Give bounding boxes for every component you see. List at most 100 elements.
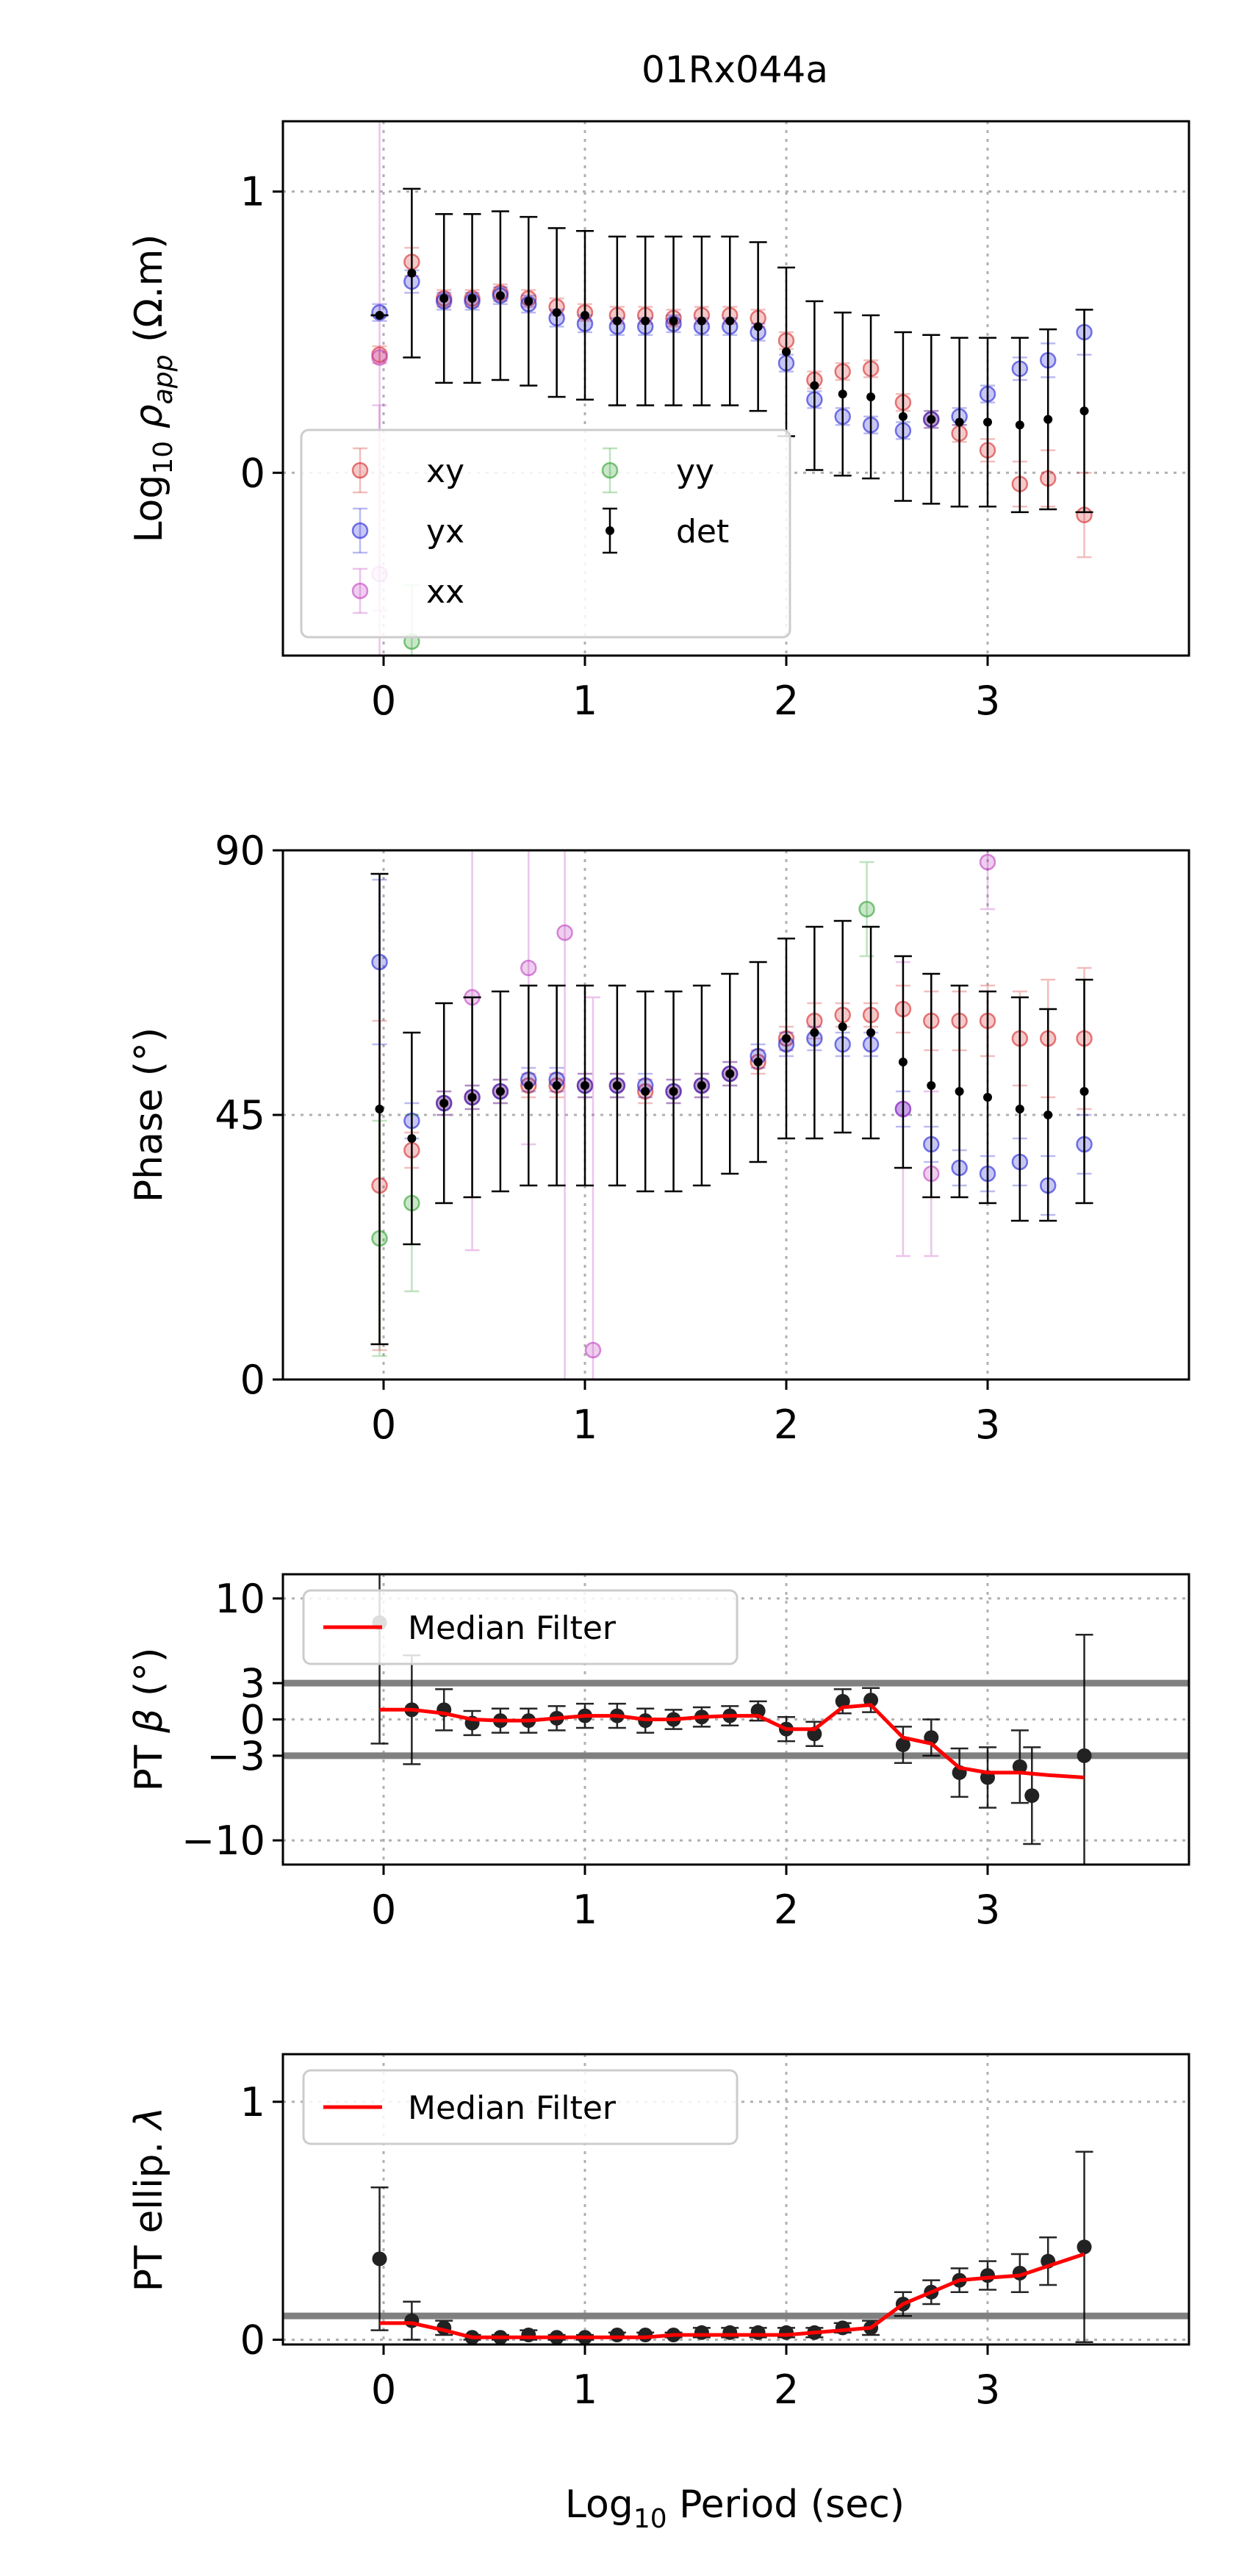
x-tick-label: 2 (774, 1887, 799, 1933)
legend-label-yy: yy (676, 453, 714, 490)
point-pt (779, 2325, 794, 2340)
point-det (439, 294, 449, 304)
point-xx (979, 853, 996, 871)
x-tick-label: 3 (975, 1402, 1000, 1448)
point-det (1043, 415, 1053, 424)
x-axis-label: Log10 Period (sec) (565, 2483, 905, 2534)
series-xx-errorbar (557, 850, 572, 1380)
point-xx (584, 1341, 602, 1359)
point-det (641, 316, 650, 326)
point-xx (371, 349, 388, 366)
legend-label-xy: xy (426, 453, 464, 490)
point-det (810, 381, 819, 390)
point-det (983, 1093, 992, 1102)
legend-box (302, 2069, 739, 2145)
legend-label-yx: yx (426, 513, 464, 550)
x-tick-label: 2 (774, 678, 799, 724)
series-xx-errorbar (585, 996, 600, 1380)
axes-frame (281, 2053, 1190, 2346)
point-det (955, 417, 964, 427)
x-tick-label: 1 (572, 1402, 597, 1448)
point-pt (1077, 2239, 1092, 2255)
point-det (612, 1081, 622, 1090)
x-tick-label: 0 (371, 678, 396, 724)
legend-beta: Median Filter (302, 1589, 739, 1665)
plot-area-rho (283, 121, 1189, 656)
plot-area-phase (283, 850, 1189, 1380)
point-det (407, 268, 417, 278)
y-tick-label: 3 (240, 1660, 265, 1707)
point-pt (722, 2325, 738, 2340)
x-tick-label: 1 (572, 1887, 597, 1933)
point-det (524, 296, 533, 306)
point-det (898, 412, 908, 421)
point-det (697, 316, 706, 326)
panel-rho: 0 1 2 3 0 1 Log10 ρapp (Ω.m) xy yx xx yy det (127, 120, 1190, 724)
x-tick-label: 0 (371, 1402, 396, 1448)
point-det (375, 311, 384, 320)
point-det (697, 1081, 706, 1090)
legend-label-median: Median Filter (408, 2089, 617, 2127)
point-det (898, 1058, 908, 1066)
point-pt (835, 2320, 850, 2336)
y-tick-label: 10 (215, 1576, 265, 1622)
panel-ellip: 0 1 2 3 0 1 PT ellip. λ Median Filter (127, 2053, 1190, 2413)
x-tick-label: 0 (371, 1887, 396, 1933)
point-det (467, 294, 477, 304)
point-det (495, 1087, 505, 1096)
point-yy (858, 900, 875, 918)
legend-marker-yy (601, 462, 619, 479)
point-det (467, 1093, 477, 1102)
y-axis-label-beta: PT β (°) (127, 1648, 171, 1792)
point-det (1015, 420, 1024, 430)
point-pt (1024, 1788, 1040, 1804)
point-det (581, 311, 589, 320)
point-det (725, 1069, 735, 1078)
median-filter-line (379, 1703, 1085, 1779)
point-det (753, 1058, 763, 1066)
point-det (725, 316, 735, 326)
y-tick-label: 0 (240, 1357, 265, 1403)
y-tick-label: 0 (240, 2317, 265, 2364)
point-det (810, 1028, 819, 1037)
point-det (407, 1134, 417, 1143)
y-tick-label: 0 (240, 450, 265, 496)
point-det (1043, 1111, 1053, 1119)
y-tick-label: −3 (206, 1733, 265, 1779)
point-det (669, 1087, 678, 1096)
y-tick-label: 45 (215, 1092, 265, 1138)
point-det (753, 322, 763, 331)
x-tick-label: 1 (572, 2367, 597, 2413)
point-pt (372, 2251, 387, 2267)
panel-phase: 0 1 2 3 0 45 90 Phase (°) (127, 828, 1190, 1448)
point-det (866, 1028, 876, 1037)
point-xx (556, 924, 573, 941)
series-xx-errorbar (980, 850, 995, 911)
point-det (983, 417, 992, 427)
median-filter-line (379, 2252, 1085, 2339)
point-det (439, 1099, 449, 1108)
point-pt (980, 2268, 995, 2283)
y-tick-label: 90 (215, 828, 265, 874)
legend-label-median: Median Filter (408, 1610, 617, 1647)
point-det (838, 1022, 847, 1031)
point-det (927, 1081, 936, 1090)
point-det (495, 291, 505, 301)
point-pt (1012, 1759, 1027, 1774)
legend-label-xx: xx (426, 573, 464, 611)
figure-title: 01Rx044a (642, 49, 828, 91)
point-det (838, 390, 847, 399)
point-pt (694, 2325, 709, 2340)
plot-area-beta (283, 1574, 1189, 1865)
axes-frame (281, 120, 1190, 657)
point-det (1015, 1105, 1024, 1113)
point-det (641, 1087, 650, 1096)
point-pt (638, 2328, 653, 2343)
point-det (866, 392, 876, 401)
y-axis-label-phase: Phase (°) (127, 1027, 171, 1202)
point-det (612, 316, 622, 326)
x-tick-label: 1 (572, 678, 597, 724)
point-det (524, 1081, 533, 1090)
